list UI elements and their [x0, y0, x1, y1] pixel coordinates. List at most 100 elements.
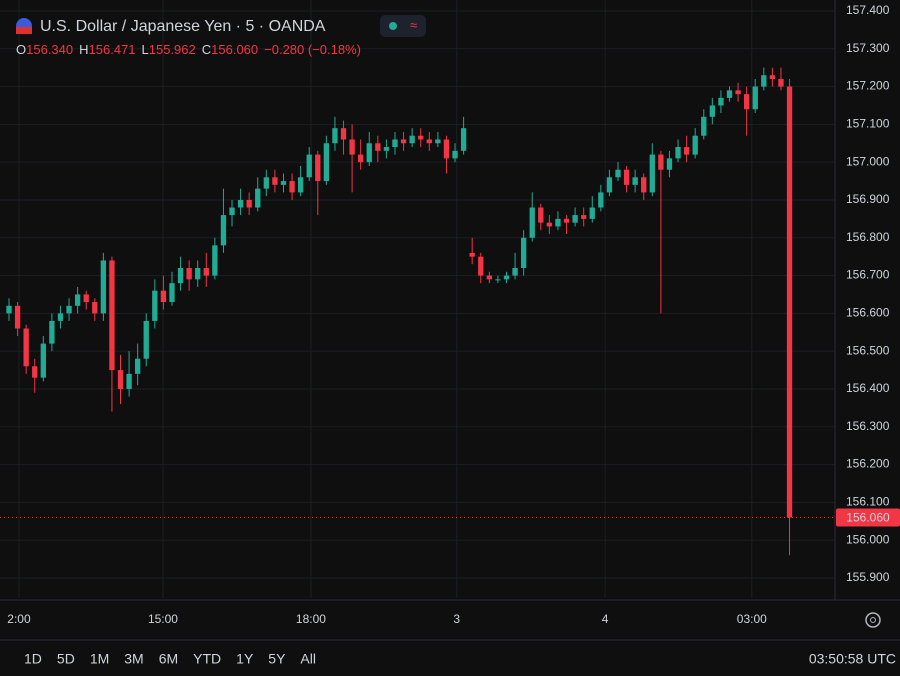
- candle-body: [358, 154, 364, 163]
- ohlc-key: L: [142, 42, 149, 57]
- candles: [6, 67, 793, 556]
- y-tick-label: 156.100: [846, 495, 890, 509]
- candle-body: [649, 154, 655, 193]
- candle-body: [761, 75, 767, 87]
- candle-body: [340, 128, 347, 140]
- candle-body: [658, 154, 664, 170]
- y-tick-label: 157.300: [846, 41, 890, 55]
- range-button[interactable]: 1D: [24, 651, 42, 667]
- candle-body: [203, 268, 209, 276]
- ohlc-key: C: [202, 42, 211, 57]
- candle-body: [177, 268, 184, 284]
- candle-body: [40, 343, 46, 378]
- ohlc-key: H: [79, 42, 88, 57]
- status-badge[interactable]: [380, 15, 426, 37]
- candle-body: [6, 305, 12, 314]
- candle-body: [589, 207, 595, 219]
- candle-body: [392, 139, 398, 148]
- candle-body: [297, 177, 304, 193]
- candle-body: [195, 268, 201, 280]
- x-tick-label: 18:00: [296, 612, 326, 626]
- range-button[interactable]: 5D: [57, 651, 75, 667]
- range-button[interactable]: 1Y: [236, 651, 254, 667]
- candle-body: [538, 207, 544, 223]
- y-tick-label: 157.400: [846, 3, 890, 17]
- range-button[interactable]: YTD: [193, 651, 221, 667]
- x-tick-label: 03:00: [737, 612, 767, 626]
- ohlc-key: O: [16, 42, 26, 57]
- candle-body: [332, 128, 338, 144]
- candle-body: [212, 245, 218, 276]
- ohlc-value: 156.060: [211, 42, 258, 57]
- candle-body: [786, 86, 793, 518]
- candle-body: [546, 222, 553, 227]
- candle-body: [632, 177, 638, 185]
- range-button[interactable]: 1M: [90, 651, 109, 667]
- candle-body: [769, 75, 776, 80]
- chart-title: U.S. Dollar / Japanese Yen · 5 · OANDA: [40, 18, 326, 35]
- candle-body: [246, 199, 252, 208]
- candle-body: [718, 97, 724, 106]
- ohlc-value: 155.962: [149, 42, 196, 57]
- y-tick-label: 157.200: [846, 79, 890, 93]
- candle-body: [495, 279, 501, 281]
- settings-icon[interactable]: [865, 612, 881, 628]
- y-tick-label: 157.100: [846, 117, 890, 131]
- candle-body: [675, 147, 681, 159]
- price-label: 156.060: [846, 511, 890, 525]
- candle-body: [555, 218, 561, 227]
- candle-body: [263, 177, 269, 189]
- price-label-bg: [836, 508, 900, 527]
- candle-body: [752, 86, 758, 110]
- candle-body: [74, 294, 81, 306]
- candle-body: [126, 373, 132, 389]
- range-button[interactable]: 3M: [124, 651, 143, 667]
- x-tick-label: 3: [453, 612, 460, 626]
- candle-body: [409, 135, 415, 144]
- candle-body: [486, 275, 492, 280]
- y-tick-label: 156.700: [846, 268, 890, 282]
- range-button[interactable]: 5Y: [268, 651, 286, 667]
- candle-body: [152, 290, 158, 321]
- candle-body: [57, 313, 64, 321]
- candle-body: [32, 366, 38, 378]
- y-tick-label: 156.800: [846, 230, 890, 244]
- settings-icon[interactable]: [865, 612, 881, 628]
- candle-body: [666, 158, 673, 170]
- candle-body: [460, 128, 467, 151]
- ohlc-legend: O156.340 H156.471 L155.962 C156.060 −0.280 (…: [16, 42, 361, 57]
- candle-body: [692, 135, 698, 155]
- candle-body: [641, 177, 647, 193]
- x-tick-label: 15:00: [148, 612, 178, 626]
- candle-body: [572, 215, 578, 223]
- ohlc-value: 156.471: [89, 42, 136, 57]
- candle-body: [606, 177, 613, 193]
- candle-body: [306, 154, 312, 178]
- candle-body: [452, 150, 458, 159]
- ohlc-change: −0.280 (−0.18%): [264, 42, 361, 57]
- candle-body: [435, 139, 441, 144]
- y-tick-label: 156.000: [846, 532, 890, 546]
- candle-body: [529, 207, 535, 238]
- candle-body: [135, 358, 141, 374]
- candle-body: [366, 143, 372, 163]
- y-tick-label: 156.400: [846, 381, 890, 395]
- candle-body: [478, 256, 484, 276]
- candle-body: [400, 139, 407, 144]
- candle-body: [709, 105, 716, 117]
- candle-body: [100, 260, 107, 314]
- candle-body: [143, 320, 149, 359]
- candle-body: [426, 139, 432, 144]
- range-button[interactable]: All: [300, 651, 316, 667]
- candle-body: [743, 94, 750, 110]
- settings-icon[interactable]: [870, 617, 876, 623]
- y-tick-label: 156.900: [846, 192, 890, 206]
- y-tick-label: 156.600: [846, 306, 890, 320]
- range-buttons: 1D 5D 1M 3M 6M YTD 1Y 5Y All: [24, 651, 316, 667]
- candle-body: [623, 169, 630, 185]
- range-button[interactable]: 6M: [159, 651, 178, 667]
- candle-body: [735, 90, 741, 95]
- candle-body: [469, 252, 475, 257]
